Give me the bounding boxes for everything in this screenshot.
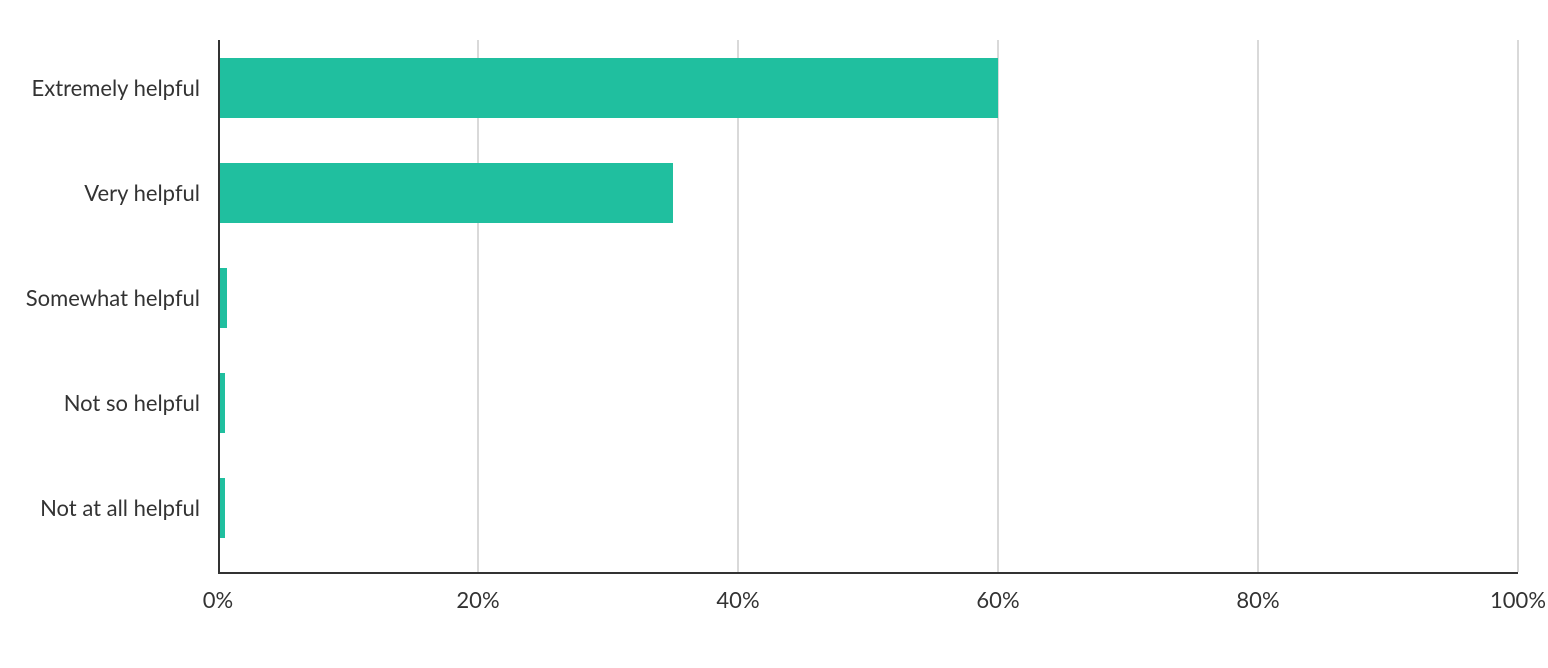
x-axis-label: 80% <box>1236 586 1279 613</box>
plot-area: Extremely helpfulVery helpfulSomewhat he… <box>218 40 1518 572</box>
y-axis-label: Not at all helpful <box>0 478 200 538</box>
y-axis-line <box>218 40 220 572</box>
x-axis-label: 20% <box>456 586 499 613</box>
gridline <box>477 40 479 572</box>
y-axis-label: Extremely helpful <box>0 58 200 118</box>
bar <box>218 58 998 118</box>
gridline <box>1257 40 1259 572</box>
x-axis-label: 100% <box>1490 586 1546 613</box>
x-axis-label: 0% <box>203 586 233 613</box>
gridline <box>1517 40 1519 572</box>
gridline <box>997 40 999 572</box>
x-axis-label: 60% <box>976 586 1019 613</box>
y-axis-label: Very helpful <box>0 163 200 223</box>
helpfulness-bar-chart: Extremely helpful Very helpful Somewhat he… <box>0 0 1548 668</box>
bar <box>218 163 673 223</box>
x-axis-line <box>218 572 1518 574</box>
y-axis-label: Somewhat helpful <box>0 268 200 328</box>
y-axis-label: Not so helpful <box>0 373 200 433</box>
gridline <box>737 40 739 572</box>
x-axis-label: 40% <box>716 586 759 613</box>
